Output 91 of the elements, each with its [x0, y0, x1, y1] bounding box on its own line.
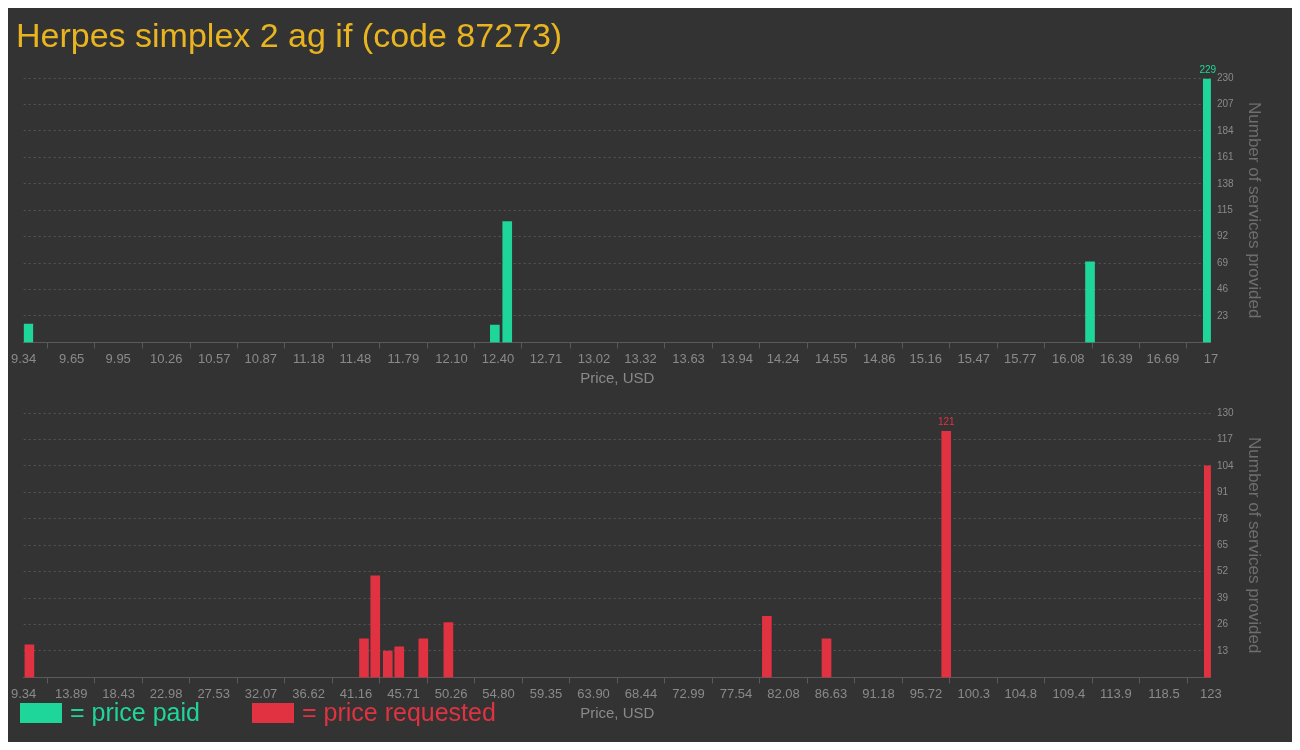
chart-title: Herpes simplex 2 ag if (code 87273): [15, 15, 564, 56]
x-tick-label: 27.53: [197, 685, 230, 701]
y-tick-label: 184: [1216, 124, 1235, 136]
x-tick-label: 41.16: [339, 685, 373, 701]
y-tick-label: 13: [1216, 644, 1229, 656]
x-tick-label: 13.89: [54, 685, 88, 701]
x-tick-label: 82.08: [767, 685, 800, 701]
y-tick-label: 65: [1216, 538, 1229, 550]
bar: [24, 644, 35, 678]
x-tick-label: 9.65: [59, 350, 85, 366]
x-tick-label: 13.02: [577, 350, 611, 366]
bar: [821, 638, 832, 678]
bar: [490, 324, 500, 343]
legend-label: = price requested: [302, 698, 496, 727]
x-tick-label: 22.98: [149, 685, 183, 701]
x-tick-label: 15.77: [1004, 350, 1037, 366]
x-tick-label: 72.99: [672, 685, 705, 701]
y-tick-label: 46: [1216, 283, 1229, 295]
y-tick-label: 78: [1216, 512, 1229, 524]
x-tick-label: 100.3: [957, 685, 991, 701]
y-tick-label: 92: [1216, 230, 1229, 242]
x-tick-label: 77.54: [719, 685, 753, 701]
x-tick-label: 10.87: [244, 350, 278, 366]
bar: [941, 430, 952, 678]
x-tick-label: 45.71: [387, 685, 420, 701]
x-tick-label: 18.43: [102, 685, 135, 701]
x-tick-label: 13.94: [720, 350, 753, 366]
y-tick-label: 104: [1216, 459, 1235, 471]
x-tick-label: 10.26: [149, 350, 183, 366]
x-tick-label: 36.62: [292, 685, 325, 701]
y-tick-label: 52: [1216, 565, 1229, 577]
x-tick-label: 16.69: [1146, 350, 1180, 366]
x-tick-label: 109.4: [1052, 685, 1086, 701]
y-tick-label: 91: [1216, 486, 1229, 498]
x-tick-label: 63.90: [577, 685, 610, 701]
y-tick-label: 230: [1216, 71, 1235, 83]
x-tick-label: 95.72: [909, 685, 943, 701]
x-tick-label: 86.63: [814, 685, 848, 701]
y-axis-title: Number of services provided: [1245, 437, 1265, 654]
x-axis-title: Price, USD: [580, 369, 655, 387]
x-tick-label: 54.80: [482, 685, 515, 701]
x-tick-label: 9.95: [105, 350, 131, 366]
x-tick-label: 11.18: [293, 350, 325, 366]
bar: [762, 616, 772, 678]
x-tick-label: 16.08: [1052, 350, 1085, 366]
x-axis-title: Price, USD: [580, 704, 655, 722]
data-label: 121: [937, 416, 955, 428]
bar: [418, 638, 429, 678]
y-tick-label: 115: [1216, 203, 1234, 215]
x-tick-label: 17: [1203, 350, 1219, 366]
bar: [23, 323, 34, 343]
x-tick-label: 68.44: [624, 685, 658, 701]
y-tick-label: 161: [1216, 151, 1235, 163]
x-tick-label: 16.39: [1100, 350, 1133, 366]
x-tick-label: 91.18: [862, 685, 895, 701]
x-tick-label: 15.47: [957, 350, 991, 366]
y-tick-label: 39: [1216, 591, 1229, 603]
x-tick-label: 113.9: [1100, 685, 1132, 701]
x-tick-label: 9.34: [10, 350, 37, 366]
x-tick-label: 118.5: [1148, 685, 1180, 701]
y-tick-label: 26: [1216, 618, 1229, 630]
x-tick-label: 12.40: [481, 350, 515, 366]
bar: [443, 622, 454, 678]
x-tick-label: 14.86: [862, 350, 896, 366]
x-tick-label: 14.55: [814, 350, 848, 366]
y-tick-label: 130: [1216, 406, 1235, 418]
x-tick-label: 14.24: [766, 350, 800, 366]
x-tick-label: 123: [1200, 685, 1222, 701]
y-tick-label: 117: [1216, 433, 1234, 445]
x-tick-label: 13.63: [672, 350, 705, 366]
x-tick-label: 104.8: [1004, 685, 1038, 701]
x-tick-label: 9.34: [10, 685, 37, 701]
y-tick-label: 138: [1216, 177, 1235, 189]
x-tick-label: 13.32: [624, 350, 657, 366]
x-tick-label: 11.48: [339, 350, 372, 366]
x-tick-label: 15.16: [909, 350, 942, 366]
x-tick-label: 11.79: [387, 350, 420, 366]
bar: [502, 221, 513, 343]
data-label: 229: [1199, 63, 1217, 75]
legend-label: = price paid: [70, 698, 200, 727]
x-tick-label: 12.10: [435, 350, 468, 366]
x-tick-label: 50.26: [434, 685, 468, 701]
x-tick-label: 59.35: [529, 685, 563, 701]
x-tick-label: 32.07: [244, 685, 278, 701]
y-tick-label: 69: [1216, 256, 1229, 268]
y-axis-title: Number of services provided: [1245, 102, 1265, 319]
x-tick-label: 12.71: [529, 350, 563, 366]
bar: [1085, 261, 1095, 343]
y-tick-label: 207: [1216, 98, 1235, 110]
y-tick-label: 23: [1216, 309, 1229, 321]
x-tick-label: 10.57: [198, 350, 231, 366]
